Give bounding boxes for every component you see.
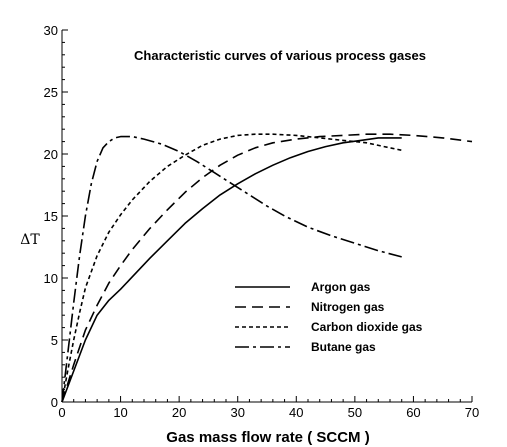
series-line-carbon-dioxide-gas	[61, 133, 402, 403]
x-tick-label: 50	[348, 405, 362, 420]
series-line-butane-gas	[61, 135, 402, 403]
legend-label-nitrogen-gas: Nitrogen gas	[311, 300, 385, 314]
y-tick-label: 15	[44, 209, 58, 224]
y-tick-label: 5	[51, 333, 58, 348]
x-tick-label: 70	[465, 405, 479, 420]
legend: Argon gas Nitrogen gas Carbon dioxide gas B…	[235, 280, 423, 354]
y-tick-label: 25	[44, 85, 58, 100]
axes-group: 0 10 20 30 40 50 60 70 0 5 10 15 20 25 30	[44, 23, 480, 420]
x-tick-label: 30	[230, 405, 244, 420]
y-tick-label: 30	[44, 23, 58, 38]
x-tick-label: 20	[172, 405, 186, 420]
chart-title: Characteristic curves of various process…	[134, 48, 426, 63]
series-line-nitrogen-gas	[61, 133, 473, 403]
legend-label-argon-gas: Argon gas	[311, 280, 371, 294]
series-group	[61, 133, 473, 403]
x-tick-label: 10	[113, 405, 127, 420]
legend-label-butane-gas: Butane gas	[311, 340, 376, 354]
x-tick-label: 0	[58, 405, 65, 420]
x-axis-title: Gas mass flow rate ( SCCM )	[166, 429, 369, 446]
x-tick-label: 40	[289, 405, 303, 420]
y-tick-label: 0	[51, 395, 58, 410]
y-tick-label: 20	[44, 147, 58, 162]
x-tick-label: 60	[406, 405, 420, 420]
y-tick-label: 10	[44, 271, 58, 286]
series-line-argon-gas	[61, 137, 402, 403]
legend-label-carbon-dioxide-gas: Carbon dioxide gas	[311, 320, 423, 334]
y-axis-title: ΔT	[20, 232, 40, 248]
